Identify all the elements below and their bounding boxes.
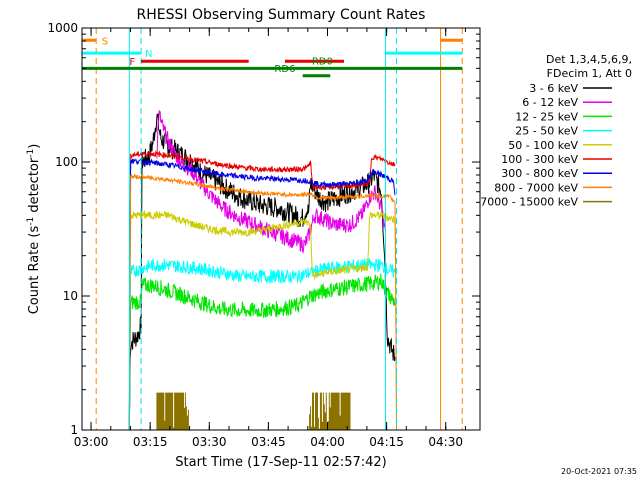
chart-title: RHESSI Observing Summary Count Rates (137, 7, 426, 23)
series-line-8 (128, 173, 397, 430)
y-tick-label: 1 (70, 423, 78, 437)
legend-entry-label: 6 - 12 keV (522, 96, 578, 109)
flag-label-f: F (129, 57, 135, 68)
x-tick-label: 04:00 (310, 435, 345, 449)
spike-group (156, 392, 189, 430)
legend-entry-label: 50 - 100 keV (508, 139, 578, 152)
y-tick-label: 1000 (47, 21, 78, 35)
legend: Det 1,3,4,5,6,9, FDecim 1, Att 0 3 - 6 k… (480, 53, 632, 209)
x-tick-label: 03:15 (133, 435, 168, 449)
flag-label-rd0: RD0 (312, 56, 333, 67)
legend-header-line: FDecim 1, Att 0 (547, 67, 632, 80)
timestamp: 20-Oct-2021 07:35 (561, 467, 637, 476)
x-tick-label: 03:45 (251, 435, 286, 449)
x-axis-label: Start Time (17-Sep-11 02:57:42) (175, 455, 386, 470)
flag-bars: S NF RD0 RD6 (82, 36, 463, 78)
y-tick-label: 10 (63, 289, 78, 303)
legend-entry-label: 25 - 50 keV (515, 125, 578, 138)
legend-entry-label: 3 - 6 keV (529, 82, 578, 95)
legend-entry-label: 100 - 300 keV (501, 153, 578, 166)
series-spikes-7000-15000 (156, 392, 351, 430)
series-line-5 (128, 209, 397, 430)
x-tick-label: 04:30 (428, 435, 463, 449)
series-line-4 (128, 257, 396, 430)
series-layer (128, 110, 397, 430)
flag-label-n: N (145, 49, 152, 60)
y-tick-label: 100 (55, 155, 78, 169)
series-line-6 (128, 149, 396, 430)
flag-label-rd6: RD6 (274, 64, 295, 75)
flag-label-s: S (102, 36, 108, 47)
y-axis-label: Count Rate (s-1 detector-1) (26, 144, 42, 315)
series-line-7 (128, 157, 396, 430)
legend-entry-label: 7000 - 15000 keV (480, 196, 578, 209)
x-tick-label: 04:15 (369, 435, 404, 449)
x-tick-label: 03:00 (74, 435, 109, 449)
legend-entry-label: 12 - 25 keV (515, 110, 578, 123)
x-tick-label: 03:30 (192, 435, 227, 449)
legend-entry-label: 800 - 7000 keV (494, 181, 578, 194)
plot-frame (81, 27, 481, 431)
series-line-3 (128, 273, 396, 430)
legend-entry-label: 300 - 800 keV (501, 167, 578, 180)
axes: 03:00 03:15 03:30 03:45 04:00 04:15 04:30 1 10 10… (47, 21, 480, 449)
legend-header-line: Det 1,3,4,5,6,9, (546, 53, 632, 66)
marker-lines (95, 28, 463, 430)
